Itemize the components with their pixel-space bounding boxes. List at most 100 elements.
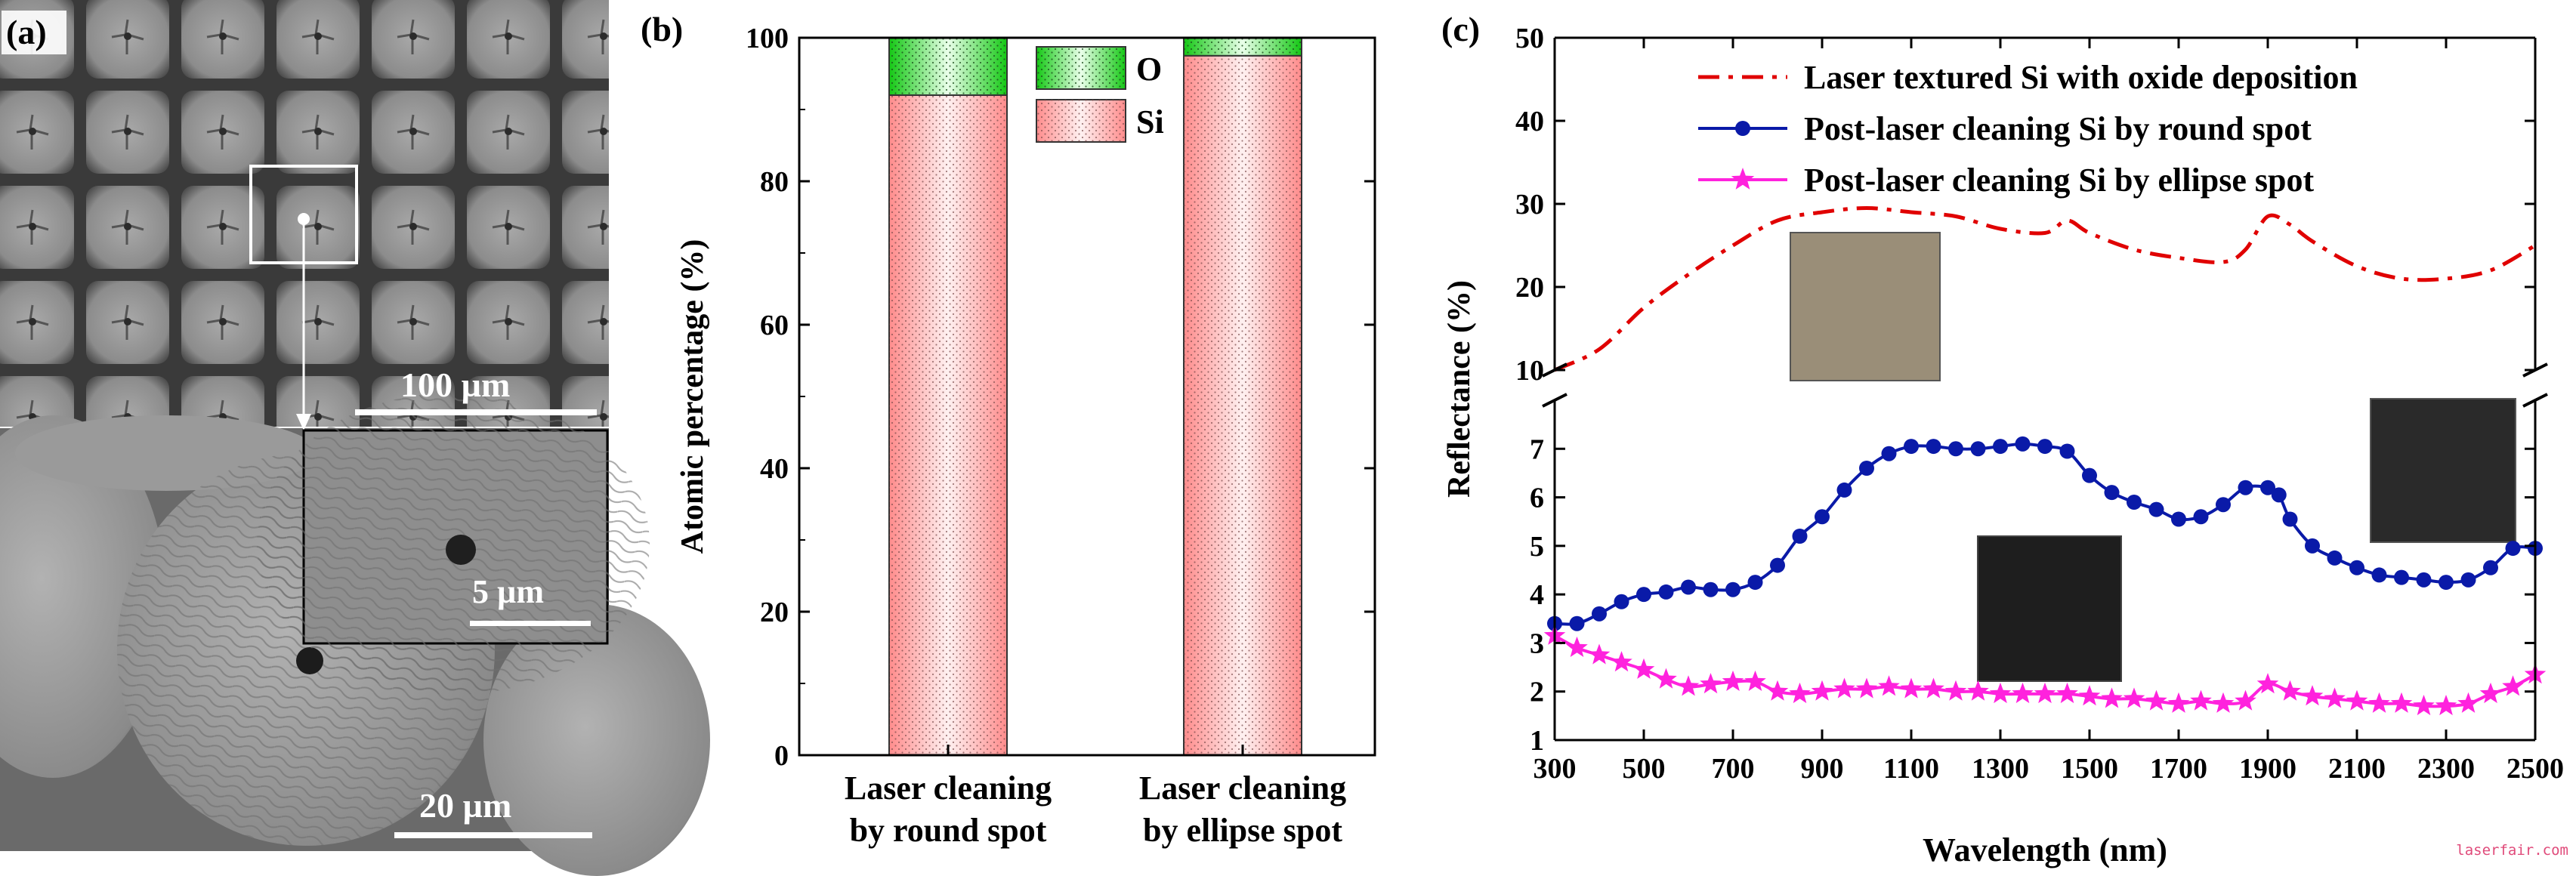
bar-legend: O Si	[1036, 46, 1164, 143]
point-round-17	[1926, 439, 1941, 455]
point-round-35	[2305, 538, 2320, 554]
legend-label-ellipse: Post-laser cleaning Si by ellipse spot	[1804, 162, 2314, 199]
point-ellipse-17	[1923, 677, 1944, 699]
line-xtick-label-5: 1300	[1972, 753, 2029, 785]
panel-a-label-text: (a)	[6, 13, 47, 51]
point-ellipse-27	[2145, 689, 2167, 711]
bar-legend-label-Si: Si	[1136, 103, 1164, 140]
point-ellipse-8	[1722, 670, 1744, 691]
bar-category-label-0-0: Laser cleaning	[845, 770, 1052, 807]
bar-ytick-label-1: 20	[760, 597, 789, 628]
line-xtick-label-1: 500	[1623, 753, 1666, 785]
point-round-21	[2015, 436, 2031, 452]
axis-break-lower-1	[2522, 393, 2548, 408]
point-round-8	[1725, 581, 1740, 597]
line-xtick-label-7: 1700	[2150, 753, 2207, 785]
line-ytick-lower-label-5: 6	[1530, 483, 1544, 514]
line-xtick-label-0: 300	[1534, 753, 1577, 785]
point-ellipse-20	[1989, 682, 2012, 704]
point-round-42	[2460, 572, 2476, 588]
zoom-arrow-head	[296, 414, 311, 430]
legend-marker-round	[1735, 121, 1750, 136]
bar-category-label-0-1: by round spot	[850, 812, 1047, 849]
line-xtick-label-10: 2300	[2417, 753, 2475, 785]
bar-legend-label-O: O	[1136, 51, 1162, 88]
panel-a-micrograph: (a) 100 µm 5 µm 20 µm	[0, 0, 710, 876]
axis-break-lower-0	[1542, 393, 1568, 408]
photo-textured-sample	[1790, 232, 1941, 381]
scale-top-text: 100 µm	[400, 366, 510, 404]
point-round-34	[2282, 511, 2298, 527]
panel-c-label: (c)	[1441, 10, 1480, 48]
bar-legend-swatch-texture-Si	[1036, 100, 1126, 142]
point-ellipse-33	[2279, 680, 2301, 701]
bar-legend-swatch-texture-O	[1036, 47, 1126, 89]
point-round-43	[2483, 560, 2498, 575]
line-ytick-lower-label-4: 5	[1530, 531, 1544, 563]
bar-ytick-label-5: 100	[746, 23, 789, 54]
bar-si-texture-0	[889, 95, 1007, 755]
point-ellipse-43	[2502, 675, 2524, 696]
line-ytick-upper-label-3: 40	[1515, 106, 1544, 137]
point-ellipse-2	[1588, 643, 1611, 665]
point-ellipse-40	[2435, 695, 2457, 716]
point-round-1	[1569, 615, 1585, 631]
point-round-14	[1859, 461, 1874, 476]
point-round-40	[2416, 572, 2432, 588]
scale-bottom-text: 20 µm	[419, 786, 511, 825]
line-series-textured	[1553, 205, 2537, 372]
bar-ytick-label-4: 80	[760, 166, 789, 198]
point-ellipse-31	[2235, 689, 2256, 711]
point-ellipse-39	[2413, 695, 2435, 716]
point-round-11	[1792, 529, 1808, 544]
panel-a-label-bg	[2, 11, 66, 54]
point-ellipse-16	[1900, 677, 1923, 699]
point-ellipse-25	[2101, 687, 2123, 708]
point-round-3	[1614, 594, 1629, 609]
point-ellipse-4	[1632, 658, 1655, 679]
bar-category-label-1-1: by ellipse spot	[1143, 812, 1342, 849]
line-ytick-upper-label-0: 10	[1515, 355, 1544, 387]
point-ellipse-6	[1677, 675, 1700, 696]
point-round-19	[1970, 441, 1986, 457]
point-ellipse-10	[1766, 680, 1789, 701]
bar-o-texture-0	[889, 38, 1007, 95]
line-series-round	[1554, 442, 2536, 626]
point-ellipse-15	[1878, 675, 1900, 696]
point-round-37	[2349, 560, 2364, 575]
point-round-36	[2327, 550, 2343, 566]
point-ellipse-34	[2301, 685, 2324, 706]
point-ellipse-29	[2190, 689, 2212, 711]
point-round-5	[1658, 584, 1674, 600]
point-ellipse-38	[2390, 692, 2413, 713]
point-round-41	[2439, 575, 2454, 591]
point-ellipse-3	[1611, 651, 1632, 672]
bar-ytick-label-2: 40	[760, 453, 789, 485]
point-round-6	[1681, 579, 1696, 595]
point-round-33	[2271, 487, 2287, 503]
photo-round-sample	[2370, 398, 2516, 543]
line-xtick-label-4: 1100	[1883, 753, 1939, 785]
sample-photos	[1790, 232, 2516, 682]
panel-c-line-chart: (c) Reflectance (%) Wavelength (nm) 10 20…	[1441, 10, 2564, 868]
line-ytick-upper-label-2: 30	[1515, 189, 1544, 221]
line-ytick-lower-label-6: 7	[1530, 433, 1544, 465]
point-ellipse-18	[1944, 680, 1967, 701]
point-round-7	[1703, 581, 1719, 597]
panel-b-label: (b)	[641, 10, 683, 48]
point-ellipse-36	[2346, 689, 2368, 711]
point-round-20	[1993, 439, 2008, 455]
point-ellipse-7	[1700, 673, 1722, 694]
point-round-12	[1815, 509, 1830, 525]
point-ellipse-24	[2078, 685, 2101, 706]
bar-ytick-label-3: 60	[760, 310, 789, 341]
bar-ytick-label-0: 0	[774, 740, 789, 772]
line-y-axis-label: Reflectance (%)	[1442, 280, 1477, 498]
point-round-28	[2171, 511, 2186, 527]
bar-o-texture-1	[1184, 38, 1302, 56]
line-series	[1543, 205, 2547, 716]
point-ellipse-26	[2123, 687, 2145, 708]
point-round-44	[2505, 541, 2521, 557]
point-round-29	[2193, 509, 2209, 525]
point-round-39	[2394, 569, 2409, 585]
